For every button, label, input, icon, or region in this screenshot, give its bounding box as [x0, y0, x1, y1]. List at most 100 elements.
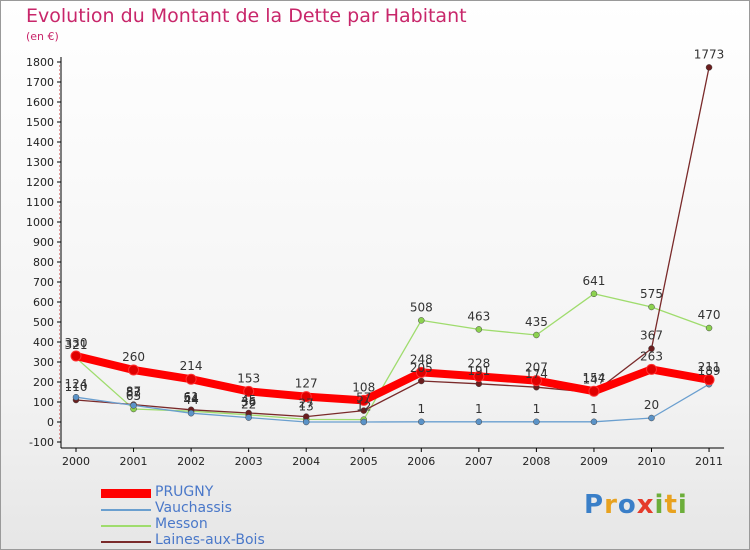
- x-tick-label: 2003: [235, 455, 263, 468]
- y-minor-tick: [59, 89, 60, 91]
- y-tick-label: 700: [33, 276, 54, 289]
- y-minor-tick: [59, 225, 60, 227]
- y-minor-tick: [59, 73, 60, 75]
- y-minor-tick: [59, 373, 60, 375]
- data-label: 147: [582, 373, 605, 387]
- data-label: 205: [410, 361, 433, 375]
- y-minor-tick: [59, 245, 60, 247]
- data-label: 191: [467, 364, 490, 378]
- data-point: [705, 324, 713, 332]
- data-label: 575: [640, 287, 663, 301]
- data-label: 44: [183, 393, 198, 407]
- y-minor-tick: [59, 297, 60, 299]
- y-minor-tick: [59, 205, 60, 207]
- data-point: [473, 370, 485, 382]
- data-point: [358, 394, 370, 406]
- y-minor-tick: [59, 189, 60, 191]
- y-minor-tick: [59, 325, 60, 327]
- data-label: 27: [299, 397, 314, 411]
- y-minor-tick: [59, 265, 60, 267]
- data-point: [590, 418, 598, 426]
- data-point: [70, 350, 82, 362]
- x-tick-label: 2004: [292, 455, 320, 468]
- y-minor-tick: [59, 185, 60, 187]
- y-minor-tick: [59, 169, 60, 171]
- y-tick-label: 1400: [26, 136, 54, 149]
- data-label: 36: [241, 395, 256, 409]
- y-minor-tick: [59, 133, 60, 135]
- data-label: 367: [640, 329, 663, 343]
- data-label: 83: [126, 385, 141, 399]
- data-point: [475, 418, 483, 426]
- y-minor-tick: [59, 417, 60, 419]
- legend-label: Laines-aux-Bois: [155, 532, 265, 548]
- data-label: 330: [65, 336, 88, 350]
- x-tick-label: 2009: [580, 455, 608, 468]
- x-tick-label: 2010: [638, 455, 666, 468]
- y-tick-label: 1700: [26, 76, 54, 89]
- y-minor-tick: [59, 257, 60, 259]
- y-minor-tick: [59, 229, 60, 231]
- y-tick-label: 1600: [26, 96, 54, 109]
- y-tick-label: 300: [33, 356, 54, 369]
- y-tick-label: 900: [33, 236, 54, 249]
- data-label: 189: [698, 364, 721, 378]
- y-minor-tick: [59, 173, 60, 175]
- proxiti-logo: Proxiti: [584, 490, 688, 520]
- data-label: 1773: [694, 47, 725, 61]
- y-minor-tick: [59, 65, 60, 67]
- series-line-prugny: [72, 352, 714, 405]
- data-label: 263: [640, 349, 663, 363]
- x-tick-label: 2006: [407, 455, 435, 468]
- y-tick-label: 1500: [26, 116, 54, 129]
- y-minor-tick: [59, 405, 60, 407]
- data-label: 13: [299, 399, 314, 413]
- y-minor-tick: [59, 409, 60, 411]
- chart-unit: (en €): [26, 30, 59, 43]
- data-label: 45: [241, 393, 256, 407]
- data-point: [360, 418, 367, 426]
- data-label: 1: [590, 402, 598, 416]
- series-line-laines-aux-bois: [75, 66, 710, 418]
- y-minor-tick: [59, 125, 60, 127]
- y-minor-tick: [59, 177, 60, 179]
- series-line-vauchassis: [75, 383, 710, 423]
- y-minor-tick: [59, 353, 60, 355]
- data-point: [588, 385, 600, 397]
- y-minor-tick: [59, 309, 60, 311]
- data-label: 207: [525, 361, 548, 375]
- y-minor-tick: [59, 165, 60, 167]
- y-tick-label: 200: [33, 376, 54, 389]
- y-minor-tick: [59, 285, 60, 287]
- x-tick-label: 2008: [522, 455, 550, 468]
- y-minor-tick: [59, 193, 60, 195]
- data-point: [533, 418, 540, 426]
- data-point: [415, 366, 427, 378]
- y-minor-tick: [59, 117, 60, 119]
- y-tick-label: 1100: [26, 196, 54, 209]
- y-minor-tick: [59, 113, 60, 115]
- y-minor-tick: [59, 209, 60, 211]
- data-point: [185, 373, 197, 385]
- data-point: [360, 407, 367, 414]
- y-minor-tick: [59, 393, 60, 395]
- data-point: [648, 303, 655, 311]
- y-minor-tick: [59, 369, 60, 371]
- data-label: 65: [126, 389, 141, 403]
- data-point: [130, 402, 137, 409]
- y-minor-tick: [59, 357, 60, 359]
- y-minor-tick: [59, 397, 60, 399]
- y-minor-tick: [59, 197, 60, 199]
- data-label: 260: [122, 350, 145, 364]
- y-tick-label: 1300: [26, 156, 54, 169]
- y-minor-tick: [59, 253, 60, 255]
- y-minor-tick: [59, 413, 60, 415]
- data-label: 154: [582, 371, 605, 385]
- y-minor-tick: [59, 333, 60, 335]
- y-minor-tick: [59, 157, 60, 159]
- y-minor-tick: [59, 85, 60, 87]
- data-label: 174: [525, 367, 548, 381]
- data-label: 61: [183, 390, 198, 404]
- y-minor-tick: [59, 273, 60, 275]
- y-tick-label: 0: [47, 416, 54, 429]
